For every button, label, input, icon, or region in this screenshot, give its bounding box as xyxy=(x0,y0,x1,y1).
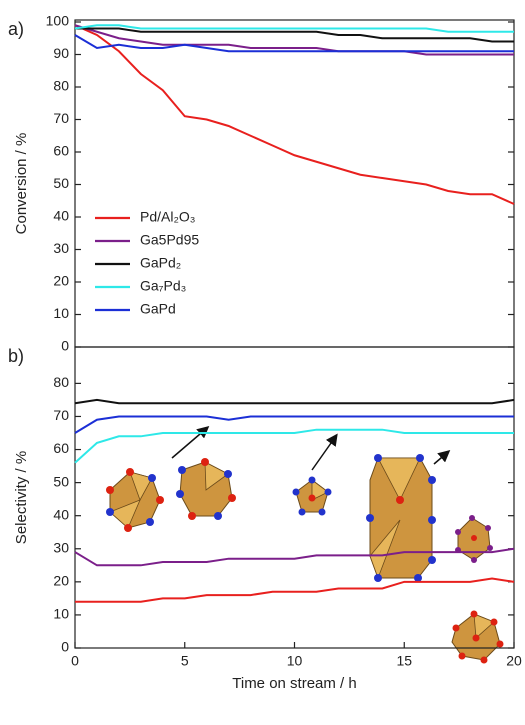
y-tick-label: 90 xyxy=(53,45,69,61)
y-tick-label: 60 xyxy=(53,440,69,456)
y-tick-label: 80 xyxy=(53,78,69,94)
plot-frame xyxy=(74,19,515,348)
series-line xyxy=(74,24,514,33)
y-axis-label: Conversion / % xyxy=(13,133,30,235)
y-tick-label: 0 xyxy=(61,338,69,354)
y-tick-label: 50 xyxy=(53,175,69,191)
y-tick-label: 30 xyxy=(53,539,69,555)
series-line xyxy=(74,547,515,567)
y-tick-label: 40 xyxy=(53,208,69,224)
series-line xyxy=(75,577,515,603)
x-tick-label: 10 xyxy=(287,653,303,669)
panel-label: a) xyxy=(8,19,24,39)
x-tick-label: 20 xyxy=(506,653,522,669)
series-line xyxy=(74,398,515,405)
x-tick-label: 0 xyxy=(71,653,79,669)
y-tick-label: 0 xyxy=(61,639,69,655)
panel-label: b) xyxy=(8,346,24,366)
x-axis-label: Time on stream / h xyxy=(232,675,356,692)
y-tick-label: 80 xyxy=(53,374,69,390)
y-tick-label: 100 xyxy=(46,13,70,29)
y-tick-label: 70 xyxy=(53,110,69,126)
series-line xyxy=(74,24,514,56)
x-tick-label: 15 xyxy=(396,653,412,669)
y-tick-label: 50 xyxy=(53,473,69,489)
y-tick-label: 10 xyxy=(53,606,69,622)
y-tick-label: 20 xyxy=(53,273,69,289)
y-axis-label: Selectivity / % xyxy=(13,451,30,544)
series-line xyxy=(74,415,514,434)
legend-label: GaPd₂ xyxy=(140,255,181,271)
series-line xyxy=(74,24,515,205)
crystal-illustrations xyxy=(106,454,504,664)
series-line xyxy=(74,34,514,53)
series-line xyxy=(74,428,514,464)
series-line xyxy=(75,27,514,43)
y-tick-label: 30 xyxy=(53,240,69,256)
y-tick-label: 10 xyxy=(53,305,69,321)
y-tick-label: 20 xyxy=(53,573,69,589)
legend-label: Ga5Pd95 xyxy=(140,232,199,248)
legend-label: GaPd xyxy=(140,301,176,317)
y-tick-label: 60 xyxy=(53,143,69,159)
y-tick-label: 40 xyxy=(53,506,69,522)
legend-label: Ga₇Pd₃ xyxy=(140,278,186,294)
x-tick-label: 5 xyxy=(181,653,189,669)
legend-label: Pd/Al₂O₃ xyxy=(140,209,196,225)
y-tick-label: 70 xyxy=(53,407,69,423)
